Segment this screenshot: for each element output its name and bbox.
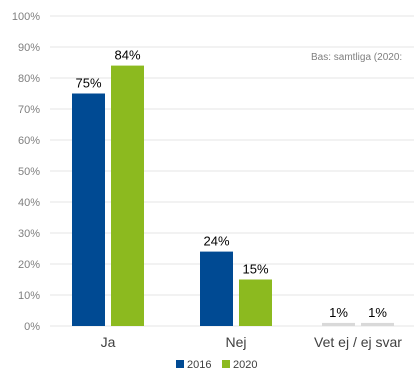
y-tick-label: 90%: [18, 42, 40, 54]
legend-label-2020: 2020: [233, 359, 257, 371]
y-tick-label: 70%: [18, 104, 40, 116]
y-tick-label: 20%: [18, 259, 40, 271]
legend-swatch-2016: [176, 360, 184, 368]
y-tick-label: 80%: [18, 73, 40, 85]
base-note: Bas: samtliga (2020:: [311, 52, 402, 63]
data-label-2016-2: 1%: [329, 305, 348, 320]
bar-2016-0: [72, 93, 105, 326]
bar-2020-1: [239, 279, 272, 326]
x-axis: Ja Nej Vet ej / ej svar: [101, 334, 403, 350]
y-tick-label: 50%: [18, 166, 40, 178]
x-tick-label: Vet ej / ej svar: [314, 334, 402, 350]
legend: 2016 2020: [176, 359, 257, 371]
y-tick-label: 30%: [18, 228, 40, 240]
legend-label-2016: 2016: [187, 359, 211, 371]
y-tick-label: 100%: [12, 11, 40, 23]
bar-2020-2: [361, 322, 394, 326]
y-tick-label: 10%: [18, 290, 40, 302]
data-label-2020-2: 1%: [368, 305, 387, 320]
data-label-2016-1: 24%: [203, 234, 229, 249]
bar-2020-0: [111, 65, 144, 326]
y-tick-label: 0%: [24, 321, 40, 333]
bar-2016-1: [200, 251, 233, 326]
y-tick-label: 40%: [18, 197, 40, 209]
bars: [72, 65, 394, 326]
data-label-2020-0: 84%: [114, 48, 140, 63]
y-tick-label: 60%: [18, 135, 40, 147]
x-tick-label: Ja: [101, 334, 116, 350]
legend-swatch-2020: [222, 360, 230, 368]
bar-2016-2: [322, 322, 355, 326]
data-labels: 75% 84% 24% 15% 1% 1%: [75, 48, 387, 320]
grid: [50, 15, 414, 327]
x-tick-label: Nej: [225, 334, 246, 350]
data-label-2016-0: 75%: [75, 76, 101, 91]
data-label-2020-1: 15%: [242, 262, 268, 277]
y-axis: 0% 10% 20% 30% 40% 50% 60% 70% 80% 90% 100%: [12, 11, 40, 333]
